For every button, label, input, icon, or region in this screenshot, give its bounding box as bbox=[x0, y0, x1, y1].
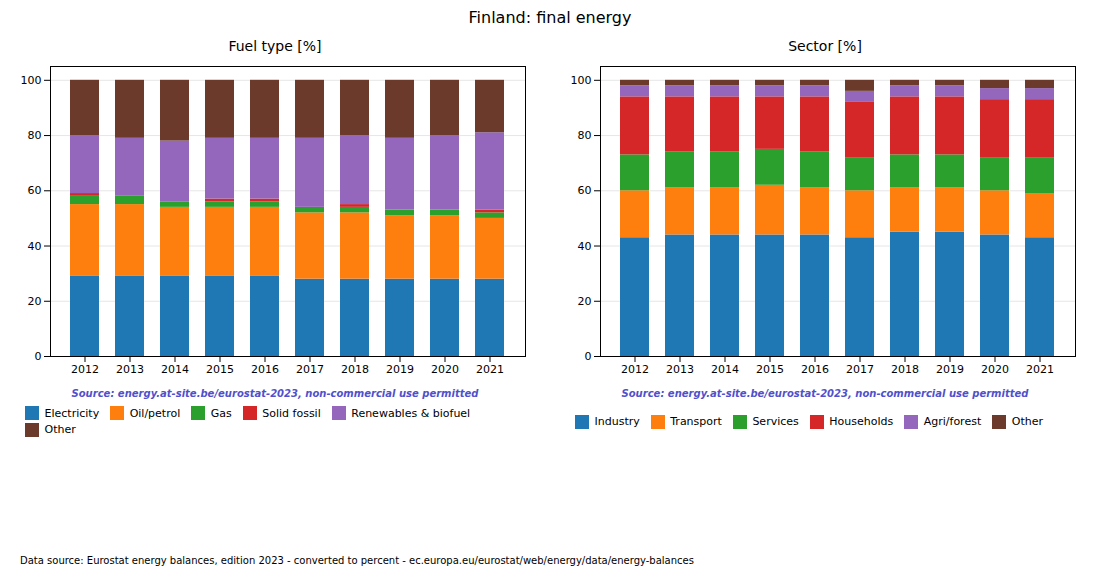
html-text:Agri/forest: Agri/forest bbox=[923, 415, 982, 428]
html-text:Other: Other bbox=[1011, 415, 1043, 428]
svg-text:40: 40 bbox=[28, 240, 42, 253]
html-text:Households: Households bbox=[829, 415, 894, 428]
html-text:Solid fossil: Solid fossil bbox=[262, 406, 321, 420]
svg-text:2015: 2015 bbox=[756, 363, 784, 376]
html-text:Source: energy.at-site.be/euro: Source: energy.at-site.be/eurostat-2023,… bbox=[621, 388, 1029, 399]
svg-text:100: 100 bbox=[571, 74, 592, 87]
svg-text:2014: 2014 bbox=[161, 363, 189, 376]
svg-text:60: 60 bbox=[28, 184, 42, 197]
html-text:Renewables & biofuel: Renewables & biofuel bbox=[351, 406, 471, 420]
html-text:Gas: Gas bbox=[210, 406, 232, 420]
svg-text:0: 0 bbox=[35, 350, 42, 363]
svg-text:2013: 2013 bbox=[116, 363, 144, 376]
html-text:Source: energy.at-site.be/euro: Source: energy.at-site.be/eurostat-2023,… bbox=[71, 388, 479, 399]
svg-text:2017: 2017 bbox=[296, 363, 324, 376]
svg-text:40: 40 bbox=[578, 240, 592, 253]
svg-text:20: 20 bbox=[28, 295, 42, 308]
svg-text:2018: 2018 bbox=[891, 363, 919, 376]
html-text:Transport: Transport bbox=[670, 415, 722, 428]
svg-text:2013: 2013 bbox=[666, 363, 694, 376]
html-text:Fuel type [%]: Fuel type [%] bbox=[228, 38, 322, 54]
html-text:Services: Services bbox=[752, 415, 799, 428]
svg-text:20: 20 bbox=[578, 295, 592, 308]
svg-text:2012: 2012 bbox=[71, 363, 99, 376]
html-text:Data source: Eurostat energy b: Data source: Eurostat energy balances, e… bbox=[20, 555, 694, 566]
svg-text:60: 60 bbox=[578, 184, 592, 197]
svg-text:100: 100 bbox=[21, 74, 42, 87]
svg-text:2015: 2015 bbox=[206, 363, 234, 376]
svg-text:80: 80 bbox=[578, 129, 592, 142]
svg-text:2020: 2020 bbox=[431, 363, 459, 376]
svg-text:2020: 2020 bbox=[981, 363, 1009, 376]
svg-text:2016: 2016 bbox=[801, 363, 829, 376]
svg-text:2018: 2018 bbox=[341, 363, 369, 376]
svg-text:0: 0 bbox=[585, 350, 592, 363]
svg-text:2016: 2016 bbox=[251, 363, 279, 376]
svg-text:2021: 2021 bbox=[1026, 363, 1054, 376]
svg-text:2019: 2019 bbox=[386, 363, 414, 376]
svg-text:80: 80 bbox=[28, 129, 42, 142]
svg-text:2014: 2014 bbox=[711, 363, 739, 376]
html-text:Industry: Industry bbox=[594, 415, 640, 428]
html-text:Other: Other bbox=[44, 423, 76, 437]
html-text:Sector [%]: Sector [%] bbox=[788, 38, 862, 54]
html-text:Finland: final energy: Finland: final energy bbox=[468, 8, 632, 27]
svg-text:2012: 2012 bbox=[621, 363, 649, 376]
svg-text:2019: 2019 bbox=[936, 363, 964, 376]
html-text:Oil/petrol: Oil/petrol bbox=[129, 406, 181, 420]
html-text:Electricity: Electricity bbox=[44, 406, 100, 420]
svg-text:2021: 2021 bbox=[476, 363, 504, 376]
svg-text:2017: 2017 bbox=[846, 363, 874, 376]
